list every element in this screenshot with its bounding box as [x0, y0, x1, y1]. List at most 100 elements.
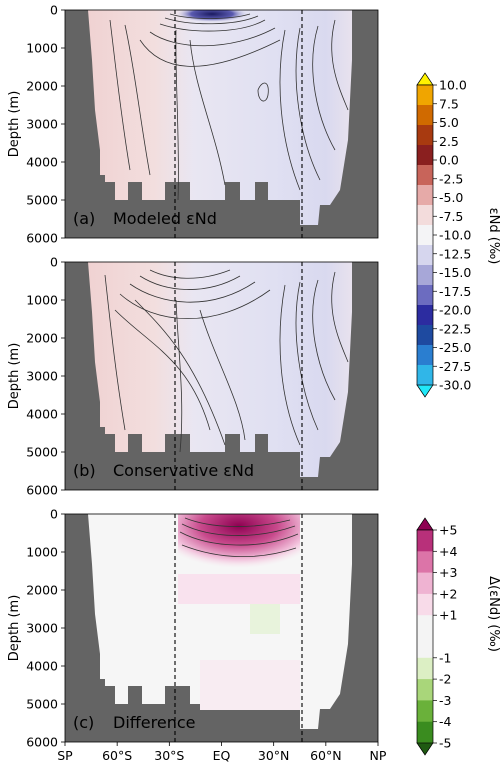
ocean-section: [88, 10, 352, 225]
colorbar-segment: [417, 530, 433, 552]
x-tick-label: SP: [57, 748, 73, 763]
y-ticks: 0 1000 2000 3000 4000 5000 6000: [26, 3, 65, 246]
colorbar-segment: [417, 145, 433, 166]
ocean-section: [88, 262, 352, 477]
colorbar-extend-top: [416, 72, 434, 86]
colorbar-segment: [417, 572, 433, 595]
negative-anomaly: [250, 604, 280, 634]
x-ticks: SP 60°S 30°S EQ 30°N 60°N NP: [57, 742, 387, 763]
x-tick-label: 30°S: [154, 748, 184, 763]
x-tick-label: 60°S: [102, 748, 132, 763]
colorbar-tick-label: -3: [439, 693, 451, 708]
colorbar-tick-label: +4: [439, 544, 457, 559]
colorbar-tick-label: -5.0: [439, 190, 463, 205]
y-tick-label: 4000: [26, 659, 58, 674]
colorbar-extend-bottom: [416, 384, 434, 398]
x-tick-label: 60°N: [310, 748, 342, 763]
colorbar-segment: [417, 285, 433, 306]
colorbar-main: 10.0 7.5 5.0 2.5 0.0 -2.5 -5.0 -7.5 -10.0 -12.5 -1…: [416, 72, 471, 398]
colorbar-tick-label: -20.0: [439, 303, 471, 318]
colorbar-diff-label: Δ(εNd) (‰): [486, 576, 500, 652]
colorbar-tick-label: +3: [439, 565, 457, 580]
colorbar-segment: [417, 700, 433, 723]
colorbar-segment: [417, 105, 433, 126]
colorbar-tick-label: 5.0: [439, 115, 459, 130]
colorbar-segment: [417, 165, 433, 186]
contours: [179, 517, 299, 558]
y-tick-label: 3000: [26, 117, 58, 132]
colorbar-tick-label: +1: [439, 608, 457, 623]
y-tick-label: 3000: [26, 621, 58, 636]
deep-anomaly: [200, 660, 300, 710]
panel-label: (a): [73, 209, 95, 228]
panel-a: (a) Modeled εNd Depth (m) 0 1000 2000 3000 4…: [7, 3, 379, 246]
colorbar-tick-label: -1: [439, 650, 451, 665]
colorbar-tick-label: +5: [439, 523, 457, 538]
colorbar-frame: [416, 529, 434, 744]
y-axis-label: Depth (m): [7, 343, 22, 410]
colorbar-segment: [417, 245, 433, 266]
colorbar-segment: [417, 657, 433, 680]
y-axis-label: Depth (m): [7, 595, 22, 662]
colorbar-segment: [417, 721, 433, 744]
colorbar-segment: [417, 593, 433, 616]
colorbar-segment: [417, 325, 433, 346]
y-tick-label: 3000: [26, 369, 58, 384]
y-tick-label: 2000: [26, 331, 58, 346]
y-tick-label: 1000: [26, 41, 58, 56]
colorbar-tick-label: -15.0: [439, 265, 471, 280]
colorbar-segment: [417, 85, 433, 106]
colorbar-segment: [417, 185, 433, 206]
colorbar-tick-label: -17.5: [439, 284, 471, 299]
x-tick-label: 30°N: [258, 748, 290, 763]
y-ticks: 0 1000 2000 3000 4000 5000 6000: [26, 255, 65, 498]
colorbar-segment: [417, 345, 433, 366]
colorbar-tick-label: 10.0: [439, 78, 467, 93]
y-tick-label: 5000: [26, 193, 58, 208]
x-tick-label: EQ: [213, 748, 231, 763]
colorbar-tick-label: -7.5: [439, 209, 463, 224]
colorbar-extend-bottom: [416, 742, 434, 756]
colorbar-tick-label: 2.5: [439, 134, 459, 149]
panel-title: Conservative εNd: [113, 461, 254, 480]
colorbar-tick-label: 7.5: [439, 96, 459, 111]
colorbar-tick-label: 0.0: [439, 153, 459, 168]
y-ticks: 0 1000 2000 3000 4000 5000 6000: [26, 507, 65, 750]
x-tick-label: NP: [370, 748, 387, 763]
colorbar-tick-label: -27.5: [439, 359, 471, 374]
panel-label: (c): [73, 713, 94, 732]
colorbar-segment: [417, 679, 433, 701]
y-tick-label: 5000: [26, 445, 58, 460]
colorbar-segment: [417, 225, 433, 246]
colorbar-tick-label: -4: [439, 714, 452, 729]
colorbar-tick-label: +2: [439, 586, 457, 601]
colorbar-extend-top: [416, 517, 434, 531]
y-axis-label: Depth (m): [7, 91, 22, 158]
contours: [109, 13, 349, 201]
y-tick-label: 0: [50, 3, 58, 18]
colorbar-tick-label: -5: [439, 736, 451, 751]
colorbar-segment: [417, 615, 433, 659]
surface-anomaly: [177, 10, 247, 22]
panel-title: Difference: [113, 713, 195, 732]
colorbar-segment: [417, 365, 433, 386]
colorbar-tick-label: -12.5: [439, 246, 471, 261]
panel-c: (c) Difference Depth (m) 0 1000 2000 3000 40…: [7, 507, 387, 764]
colorbar-segment: [417, 205, 433, 226]
subsurface-anomaly: [178, 574, 300, 604]
colorbar-diff: +5 +4 +3 +2 +1 -1 -2 -3 -4 -5: [416, 517, 457, 756]
colorbar-segment: [417, 551, 433, 573]
panel-b: (b) Conservative εNd Depth (m) 0 1000 2000…: [7, 255, 379, 498]
panel-title: Modeled εNd: [113, 209, 217, 228]
y-tick-label: 2000: [26, 583, 58, 598]
colorbar-tick-label: -25.0: [439, 340, 471, 355]
colorbar-segment: [417, 305, 433, 326]
y-tick-label: 5000: [26, 697, 58, 712]
y-tick-label: 4000: [26, 155, 58, 170]
colorbar-segment: [417, 125, 433, 146]
colorbar-tick-label: -30.0: [439, 378, 471, 393]
colorbar-tick-label: -2.5: [439, 171, 463, 186]
y-tick-label: 1000: [26, 545, 58, 560]
contours: [104, 269, 349, 453]
y-tick-label: 2000: [26, 79, 58, 94]
